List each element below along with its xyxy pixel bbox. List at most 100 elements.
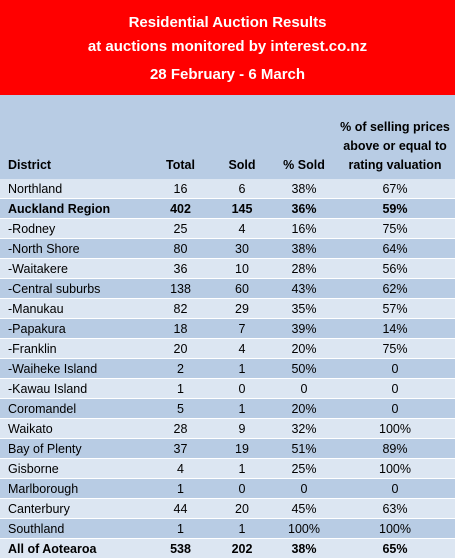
total-cell: 80 <box>150 238 211 259</box>
district-cell: -Franklin <box>0 338 150 359</box>
sold-cell: 60 <box>211 278 273 299</box>
total-cell: 1 <box>150 378 211 399</box>
total-cell: 402 <box>150 198 211 219</box>
district-cell: Coromandel <box>0 398 150 419</box>
valuation-cell: 89% <box>335 438 455 459</box>
valuation-cell: 57% <box>335 298 455 319</box>
table-row: Southland 1 1 100% 100% <box>0 518 455 539</box>
sold-cell: 0 <box>211 478 273 499</box>
pct-sold-cell: 16% <box>273 218 335 239</box>
pct-sold-cell: 20% <box>273 338 335 359</box>
pct-sold-cell: 45% <box>273 498 335 519</box>
total-cell: 28 <box>150 418 211 439</box>
district-cell: All of Aotearoa <box>0 538 150 559</box>
pct-sold-cell: 28% <box>273 258 335 279</box>
table-row: All of Aotearoa 538 202 38% 65% <box>0 538 455 559</box>
header-total: Total <box>150 95 211 179</box>
table-row: Waikato 28 9 32% 100% <box>0 418 455 439</box>
total-cell: 4 <box>150 458 211 479</box>
district-cell: -Waiheke Island <box>0 358 150 379</box>
header-sold: Sold <box>211 95 273 179</box>
table-row: Northland 16 6 38% 67% <box>0 179 455 199</box>
total-cell: 18 <box>150 318 211 339</box>
sold-cell: 1 <box>211 398 273 419</box>
sold-cell: 6 <box>211 179 273 199</box>
pct-sold-cell: 43% <box>273 278 335 299</box>
pct-sold-cell: 0 <box>273 378 335 399</box>
district-cell: -Kawau Island <box>0 378 150 399</box>
valuation-cell: 59% <box>335 198 455 219</box>
sold-cell: 4 <box>211 218 273 239</box>
pct-sold-cell: 51% <box>273 438 335 459</box>
pct-sold-cell: 39% <box>273 318 335 339</box>
total-cell: 82 <box>150 298 211 319</box>
title-line-1: Residential Auction Results <box>128 14 327 31</box>
valuation-cell: 100% <box>335 458 455 479</box>
pct-sold-cell: 38% <box>273 179 335 199</box>
district-cell: -Waitakere <box>0 258 150 279</box>
district-cell: Northland <box>0 179 150 199</box>
district-cell: Auckland Region <box>0 198 150 219</box>
table-row: -Manukau 82 29 35% 57% <box>0 298 455 319</box>
district-cell: -Central suburbs <box>0 278 150 299</box>
district-cell: Marlborough <box>0 478 150 499</box>
table-row: Auckland Region 402 145 36% 59% <box>0 198 455 219</box>
pct-sold-cell: 20% <box>273 398 335 419</box>
valuation-cell: 100% <box>335 518 455 539</box>
valuation-cell: 0 <box>335 378 455 399</box>
header-pct-sold: % Sold <box>273 95 335 179</box>
total-cell: 44 <box>150 498 211 519</box>
results-table: District Total Sold % Sold % of selling … <box>0 95 455 559</box>
sold-cell: 202 <box>211 538 273 559</box>
pct-sold-cell: 50% <box>273 358 335 379</box>
sold-cell: 10 <box>211 258 273 279</box>
table-row: -Rodney 25 4 16% 75% <box>0 218 455 239</box>
total-cell: 25 <box>150 218 211 239</box>
pct-sold-cell: 100% <box>273 518 335 539</box>
district-cell: Canterbury <box>0 498 150 519</box>
table-row: -Waitakere 36 10 28% 56% <box>0 258 455 279</box>
pct-sold-cell: 38% <box>273 538 335 559</box>
district-cell: -Papakura <box>0 318 150 339</box>
table-row: Bay of Plenty 37 19 51% 89% <box>0 438 455 459</box>
valuation-cell: 65% <box>335 538 455 559</box>
district-cell: -Rodney <box>0 218 150 239</box>
title-line-2: at auctions monitored by interest.co.nz <box>87 38 368 55</box>
pct-sold-cell: 32% <box>273 418 335 439</box>
total-cell: 1 <box>150 478 211 499</box>
table-row: -Kawau Island 1 0 0 0 <box>0 378 455 399</box>
table-row: Coromandel 5 1 20% 0 <box>0 398 455 419</box>
date-range: 28 February - 6 March <box>149 66 306 83</box>
total-cell: 37 <box>150 438 211 459</box>
header-district: District <box>0 95 150 179</box>
valuation-cell: 56% <box>335 258 455 279</box>
total-cell: 1 <box>150 518 211 539</box>
table-row: -Central suburbs 138 60 43% 62% <box>0 278 455 299</box>
header-valuation: % of selling prices above or equal to ra… <box>335 95 455 179</box>
sold-cell: 1 <box>211 518 273 539</box>
total-cell: 16 <box>150 179 211 199</box>
pct-sold-cell: 35% <box>273 298 335 319</box>
total-cell: 2 <box>150 358 211 379</box>
sold-cell: 1 <box>211 358 273 379</box>
total-cell: 538 <box>150 538 211 559</box>
table-row: -North Shore 80 30 38% 64% <box>0 238 455 259</box>
valuation-cell: 100% <box>335 418 455 439</box>
district-cell: Bay of Plenty <box>0 438 150 459</box>
valuation-cell: 62% <box>335 278 455 299</box>
district-cell: Waikato <box>0 418 150 439</box>
table-row: -Papakura 18 7 39% 14% <box>0 318 455 339</box>
pct-sold-cell: 38% <box>273 238 335 259</box>
valuation-cell: 14% <box>335 318 455 339</box>
sold-cell: 29 <box>211 298 273 319</box>
header-row: District Total Sold % Sold % of selling … <box>0 95 455 179</box>
sold-cell: 30 <box>211 238 273 259</box>
valuation-cell: 0 <box>335 478 455 499</box>
total-cell: 138 <box>150 278 211 299</box>
title-banner: Residential Auction Results at auctions … <box>0 0 455 95</box>
valuation-cell: 0 <box>335 398 455 419</box>
table-row: Marlborough 1 0 0 0 <box>0 478 455 499</box>
sold-cell: 19 <box>211 438 273 459</box>
pct-sold-cell: 25% <box>273 458 335 479</box>
